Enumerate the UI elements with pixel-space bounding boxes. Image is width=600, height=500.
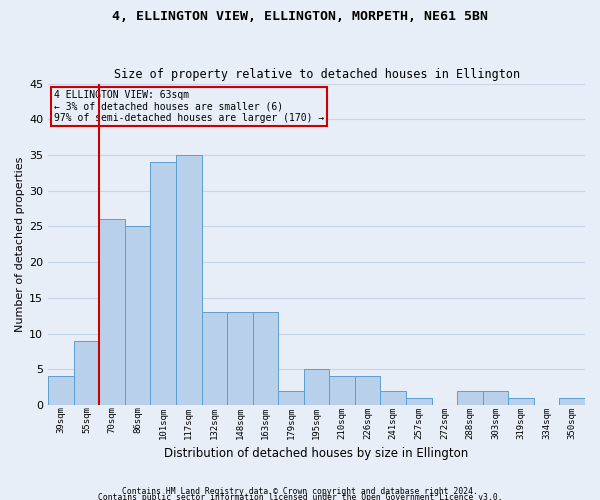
Bar	[508, 398, 534, 405]
X-axis label: Distribution of detached houses by size in Ellington: Distribution of detached houses by size …	[164, 447, 469, 460]
Bar	[74, 340, 99, 405]
Text: Contains public sector information licensed under the Open Government Licence v3: Contains public sector information licen…	[98, 492, 502, 500]
Bar	[304, 370, 329, 405]
Bar	[559, 398, 585, 405]
Text: 4 ELLINGTON VIEW: 63sqm
← 3% of detached houses are smaller (6)
97% of semi-deta: 4 ELLINGTON VIEW: 63sqm ← 3% of detached…	[53, 90, 324, 123]
Bar	[176, 155, 202, 405]
Bar	[457, 390, 483, 405]
Bar	[227, 312, 253, 405]
Text: Contains HM Land Registry data © Crown copyright and database right 2024.: Contains HM Land Registry data © Crown c…	[122, 487, 478, 496]
Bar	[125, 226, 151, 405]
Bar	[202, 312, 227, 405]
Bar	[99, 220, 125, 405]
Text: 4, ELLINGTON VIEW, ELLINGTON, MORPETH, NE61 5BN: 4, ELLINGTON VIEW, ELLINGTON, MORPETH, N…	[112, 10, 488, 23]
Bar	[253, 312, 278, 405]
Bar	[151, 162, 176, 405]
Bar	[329, 376, 355, 405]
Bar	[483, 390, 508, 405]
Bar	[48, 376, 74, 405]
Bar	[406, 398, 431, 405]
Bar	[380, 390, 406, 405]
Title: Size of property relative to detached houses in Ellington: Size of property relative to detached ho…	[113, 68, 520, 81]
Y-axis label: Number of detached properties: Number of detached properties	[15, 156, 25, 332]
Bar	[278, 390, 304, 405]
Bar	[355, 376, 380, 405]
